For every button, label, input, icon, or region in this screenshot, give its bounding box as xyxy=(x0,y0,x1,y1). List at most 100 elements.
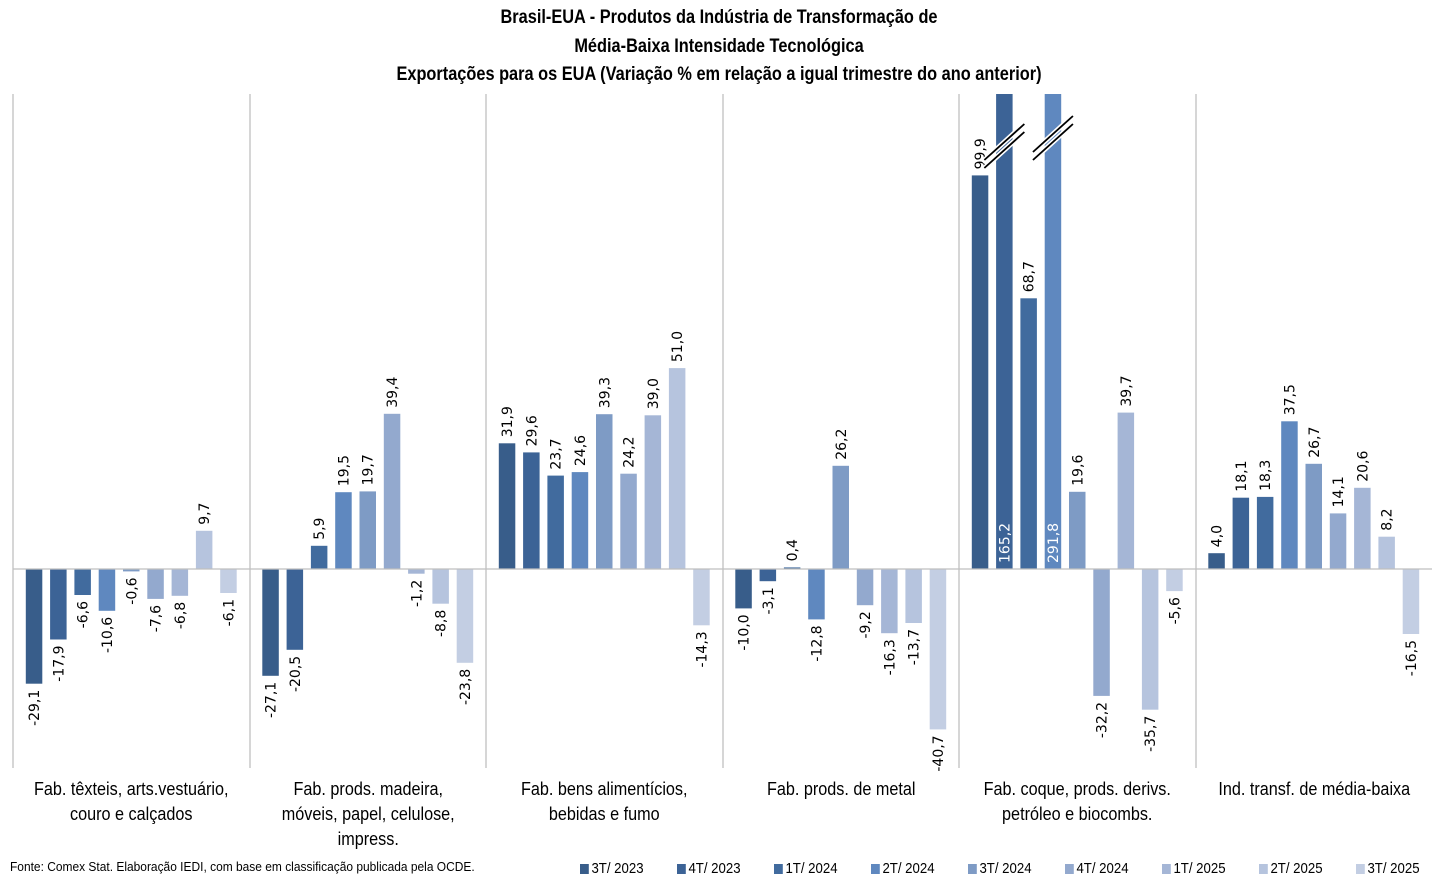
bar xyxy=(856,569,874,606)
bar xyxy=(98,569,116,611)
bar xyxy=(783,567,801,569)
legend-item: 2T/ 2024 xyxy=(871,860,945,877)
legend-swatch xyxy=(968,863,977,874)
bar xyxy=(1020,298,1037,569)
bar xyxy=(596,414,613,569)
bar xyxy=(929,569,947,730)
bar xyxy=(547,475,564,569)
bar xyxy=(1232,497,1250,569)
legend-swatch xyxy=(1356,863,1365,874)
data-label: -1,2 xyxy=(409,580,425,607)
data-label: 9,7 xyxy=(197,503,213,525)
bar xyxy=(759,569,777,582)
bar xyxy=(147,569,164,599)
category-label: Fab. bens alimentícios, bebidas e fumo xyxy=(494,777,714,827)
data-label: 5,9 xyxy=(312,518,328,540)
bar xyxy=(1166,569,1183,592)
bar xyxy=(523,452,540,569)
data-label: 39,0 xyxy=(646,378,662,409)
data-label: -27,1 xyxy=(264,682,280,718)
bar xyxy=(1093,569,1110,696)
data-label: -6,6 xyxy=(76,601,92,628)
data-label: 14,1 xyxy=(1331,476,1347,507)
data-label: -6,8 xyxy=(173,602,189,629)
legend-label: 1T/ 2024 xyxy=(785,860,838,877)
legend-item: 3T/ 2024 xyxy=(968,860,1042,877)
legend-label: 3T/ 2024 xyxy=(979,860,1032,877)
data-label: -3,1 xyxy=(761,587,777,614)
category-label-line: couro e calçados xyxy=(70,804,193,824)
bar xyxy=(905,569,922,623)
bar xyxy=(74,569,91,595)
data-label: 0,4 xyxy=(785,539,801,561)
data-label: 19,6 xyxy=(1070,455,1086,486)
legend-swatch xyxy=(1162,863,1171,874)
bar xyxy=(359,491,376,569)
data-label: 165,2 xyxy=(997,523,1013,563)
data-label: -29,1 xyxy=(27,690,43,726)
data-label: 39,7 xyxy=(1119,375,1135,406)
legend-label: 4T/ 2024 xyxy=(1076,860,1129,877)
legend-label: 4T/ 2023 xyxy=(688,860,741,877)
data-label: 19,5 xyxy=(336,455,352,486)
bar xyxy=(832,465,849,569)
bar xyxy=(1305,463,1322,569)
bar xyxy=(1329,513,1347,569)
legend-swatch xyxy=(677,863,686,874)
data-label: -23,8 xyxy=(458,669,474,705)
data-label: 18,3 xyxy=(1258,460,1274,491)
data-label: -5,6 xyxy=(1168,597,1184,624)
legend-swatch xyxy=(871,863,880,874)
category-label-line: petróleo e biocombs. xyxy=(1002,804,1153,824)
data-label: -13,7 xyxy=(907,629,923,665)
category-label-line: móveis, papel, celulose, xyxy=(281,804,455,824)
category-label-line: impress. xyxy=(337,829,399,849)
data-label: 4,0 xyxy=(1210,525,1226,547)
data-label: -14,3 xyxy=(694,631,710,667)
bar xyxy=(408,569,425,574)
data-label: -20,5 xyxy=(288,656,304,692)
bar xyxy=(571,472,589,569)
bar xyxy=(1069,491,1086,569)
bar xyxy=(971,175,989,569)
chart-title-line2: Média-Baixa Intensidade Tecnológica xyxy=(574,36,864,57)
data-label: -6,1 xyxy=(221,599,237,626)
bar xyxy=(335,492,352,569)
category-label-line: Fab. prods. madeira, xyxy=(293,779,443,799)
legend-item: 4T/ 2024 xyxy=(1065,860,1139,877)
legend-item: 2T/ 2025 xyxy=(1259,860,1333,877)
legend: 3T/ 2023 4T/ 2023 1T/ 2024 2T/ 2024 3T/ 2024… xyxy=(580,860,1438,877)
data-label: -32,2 xyxy=(1095,702,1111,738)
axis-break-mark xyxy=(1032,115,1074,153)
chart-subtitle: Exportações para os EUA (Variação % em r… xyxy=(396,64,1042,85)
data-label: 18,1 xyxy=(1234,461,1250,492)
bar xyxy=(432,569,449,604)
data-label: 29,6 xyxy=(524,415,540,446)
data-label: 19,7 xyxy=(361,454,377,485)
legend-swatch xyxy=(774,863,783,874)
data-label: -12,8 xyxy=(809,625,825,661)
bar xyxy=(171,569,189,596)
data-label: 39,4 xyxy=(385,377,401,408)
legend-label: 1T/ 2025 xyxy=(1173,860,1226,877)
data-label: -9,2 xyxy=(858,611,874,638)
data-label: 31,9 xyxy=(500,406,516,437)
category-label-line: Ind. transf. de média-baixa xyxy=(1217,779,1410,799)
data-label: -0,6 xyxy=(124,577,140,604)
bar xyxy=(996,94,1013,569)
data-label: 37,5 xyxy=(1283,384,1299,415)
bar xyxy=(1354,487,1371,569)
bar xyxy=(1281,421,1298,570)
legend-item: 3T/ 2025 xyxy=(1356,860,1430,877)
bar xyxy=(25,569,43,684)
bar xyxy=(498,443,516,569)
data-label: -10,6 xyxy=(100,617,116,653)
data-label: 291,8 xyxy=(1046,523,1062,563)
axis-break-mark xyxy=(1032,123,1074,161)
data-label: 39,3 xyxy=(597,377,613,408)
data-label: 51,0 xyxy=(670,331,686,362)
legend-label: 2T/ 2024 xyxy=(882,860,935,877)
data-label: 26,2 xyxy=(834,429,850,460)
data-label: 68,7 xyxy=(1022,261,1038,292)
